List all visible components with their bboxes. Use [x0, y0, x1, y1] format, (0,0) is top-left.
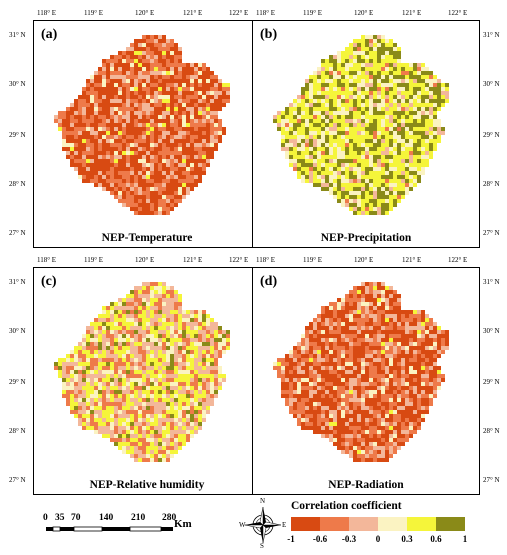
- compass-s: S: [260, 542, 264, 550]
- map-canvas-d: [273, 282, 449, 462]
- panel-label: (d): [260, 274, 278, 289]
- panel-label: (b): [260, 27, 278, 42]
- legend-swatch: [407, 517, 436, 531]
- legend-title: Correlation coefficient: [291, 500, 402, 512]
- lat-label: 28° N: [9, 180, 26, 188]
- compass-icon: [244, 506, 282, 544]
- scale-tick: 0: [43, 513, 48, 523]
- panel-title: NEP-Relative humidity: [89, 479, 205, 491]
- compass-n: N: [260, 497, 266, 505]
- compass-w: W: [239, 521, 246, 529]
- lat-label: 30° N: [9, 327, 26, 335]
- panel-title: NEP-Temperature: [101, 232, 193, 244]
- map-canvas-a: [54, 35, 230, 215]
- scale-tick: 35: [55, 513, 65, 523]
- lon-label: 121° E: [402, 256, 422, 264]
- lat-label: 27° N: [483, 476, 500, 484]
- lat-label: 29° N: [483, 131, 500, 139]
- lon-label: 121° E: [183, 256, 203, 264]
- legend-tick: -0.6: [312, 534, 328, 544]
- map-panel-c: (c) NEP-Relative humidity: [33, 267, 261, 495]
- scale-bar: 0 35 70 140 210 280 Km: [33, 513, 193, 543]
- scale-bar-graphic: [46, 526, 173, 532]
- lon-label: 118° E: [37, 9, 57, 17]
- legend-swatch: [436, 517, 465, 531]
- lat-label: 31° N: [483, 31, 500, 39]
- scale-tick: 210: [131, 513, 146, 523]
- lat-label: 30° N: [9, 80, 26, 88]
- legend-tick: 0: [375, 534, 381, 544]
- lon-label: 122° E: [229, 9, 249, 17]
- color-legend: Correlation coefficient -1 -0.6 -0.3 0 0…: [287, 500, 497, 548]
- scale-tick: 70: [71, 513, 81, 523]
- scale-tick: 280: [162, 513, 177, 523]
- lat-label: 29° N: [9, 131, 26, 139]
- raster-cells: [54, 35, 230, 215]
- map-canvas-c: [54, 282, 230, 462]
- lat-label: 30° N: [483, 327, 500, 335]
- lon-label: 122° E: [448, 9, 468, 17]
- legend-swatch: [349, 517, 378, 531]
- lat-label: 27° N: [9, 229, 26, 237]
- lat-label: 28° N: [483, 427, 500, 435]
- legend-swatch: [320, 517, 349, 531]
- legend-swatch: [378, 517, 407, 531]
- lon-label: 118° E: [256, 9, 276, 17]
- legend-tick: -0.3: [341, 534, 357, 544]
- lon-label: 118° E: [256, 256, 276, 264]
- raster-cells: [273, 282, 449, 462]
- legend-tick: 0.3: [401, 534, 413, 544]
- lon-label: 118° E: [37, 256, 57, 264]
- lon-label: 120° E: [354, 256, 374, 264]
- lat-label: 31° N: [483, 278, 500, 286]
- scale-unit: Km: [174, 518, 192, 530]
- lat-label: 30° N: [483, 80, 500, 88]
- legend-tick: 1: [462, 534, 468, 544]
- lat-label: 27° N: [9, 476, 26, 484]
- lon-label: 122° E: [229, 256, 249, 264]
- panel-label: (a): [41, 27, 58, 42]
- legend-tick: -1: [287, 534, 295, 544]
- lon-label: 120° E: [135, 9, 155, 17]
- lon-label: 121° E: [402, 9, 422, 17]
- legend-swatch: [291, 517, 320, 531]
- map-canvas-b: [273, 35, 449, 215]
- lat-label: 31° N: [9, 31, 26, 39]
- panel-title: NEP-Radiation: [328, 479, 404, 491]
- panel-label: (c): [41, 274, 57, 289]
- lat-label: 28° N: [483, 180, 500, 188]
- lat-label: 31° N: [9, 278, 26, 286]
- legend-tick: 0.6: [430, 534, 442, 544]
- lon-label: 122° E: [448, 256, 468, 264]
- lon-label: 119° E: [303, 9, 323, 17]
- map-panel-a: (a) NEP-Temperature: [33, 20, 261, 248]
- lon-label: 120° E: [135, 256, 155, 264]
- compass-rose: N S W E: [238, 497, 288, 550]
- map-panel-d: (d) NEP-Radiation: [252, 267, 480, 495]
- scale-tick: 140: [99, 513, 114, 523]
- lon-label: 119° E: [303, 256, 323, 264]
- lat-label: 28° N: [9, 427, 26, 435]
- lon-label: 121° E: [183, 9, 203, 17]
- lon-label: 119° E: [84, 256, 104, 264]
- compass-e: E: [282, 521, 287, 529]
- lat-label: 29° N: [483, 378, 500, 386]
- lat-label: 27° N: [483, 229, 500, 237]
- map-panel-b: (b) NEP-Precipitation: [252, 20, 480, 248]
- panel-title: NEP-Precipitation: [320, 232, 412, 244]
- lat-label: 29° N: [9, 378, 26, 386]
- lon-label: 120° E: [354, 9, 374, 17]
- lon-label: 119° E: [84, 9, 104, 17]
- raster-cells: [273, 35, 449, 215]
- raster-cells: [54, 282, 230, 462]
